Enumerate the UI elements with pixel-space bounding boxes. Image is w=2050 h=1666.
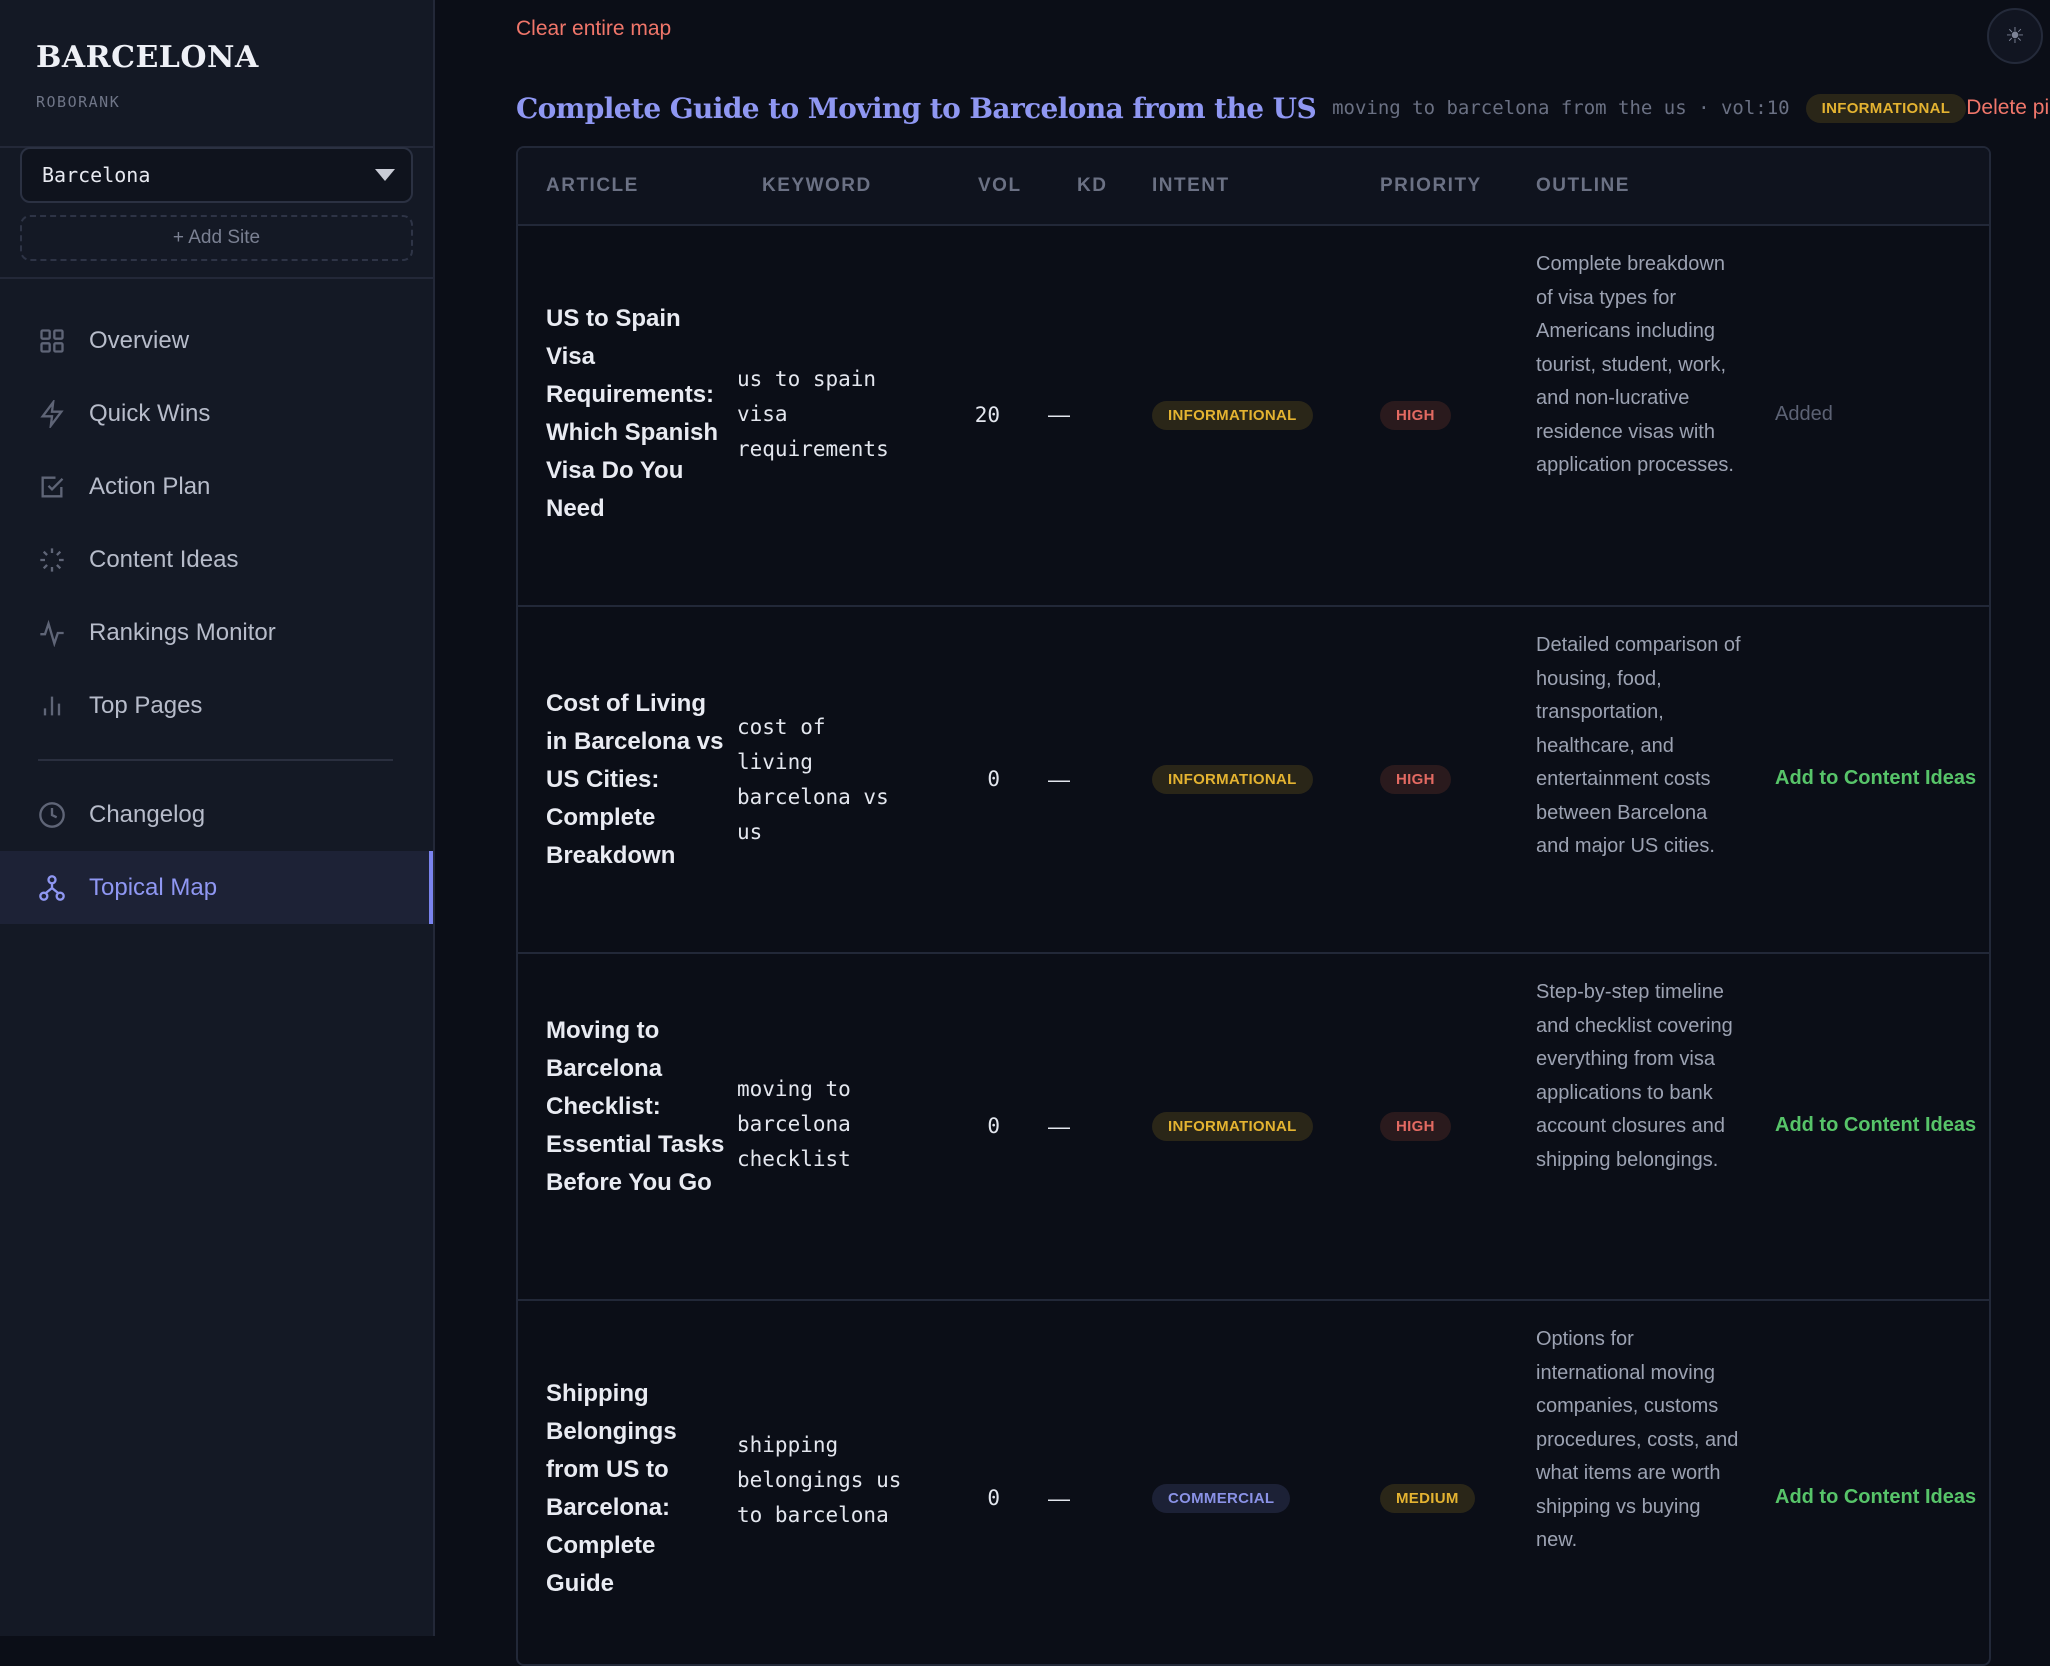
outline-text: Detailed comparison of housing, food, tr… bbox=[1536, 634, 1741, 857]
priority-cell: HIGH bbox=[1380, 401, 1451, 430]
article-title: Cost of Living in Barcelona vs US Cities… bbox=[546, 690, 724, 869]
brand: BARCELONA ROBORANK bbox=[0, 0, 433, 148]
site-select-value: Barcelona bbox=[42, 163, 151, 187]
keyword-difficulty: — bbox=[1048, 1486, 1070, 1511]
nav-divider bbox=[38, 759, 393, 761]
header-article: ARTICLE bbox=[546, 175, 639, 196]
priority-badge: HIGH bbox=[1380, 401, 1451, 430]
network-icon bbox=[38, 874, 66, 902]
header-vol: VOL bbox=[978, 175, 1022, 196]
table-row: Cost of Living in Barcelona vs US Cities… bbox=[518, 607, 1989, 954]
intent-cell: COMMERCIAL bbox=[1152, 1484, 1291, 1513]
pillar-header: Complete Guide to Moving to Barcelona fr… bbox=[516, 88, 2050, 128]
sidebar-item-content-ideas[interactable]: Content Ideas bbox=[0, 523, 433, 596]
grid-icon bbox=[38, 327, 66, 355]
sidebar-item-quick-wins[interactable]: Quick Wins bbox=[0, 377, 433, 450]
table-row: US to Spain Visa Requirements: Which Spa… bbox=[518, 226, 1989, 607]
keyword-difficulty: — bbox=[1048, 1114, 1070, 1139]
lightning-icon bbox=[38, 399, 66, 428]
brand-subtitle: ROBORANK bbox=[36, 93, 121, 111]
intent-badge: INFORMATIONAL bbox=[1152, 765, 1313, 794]
volume: 0 bbox=[987, 1486, 1000, 1510]
outline-text: Options for international moving compani… bbox=[1536, 1328, 1739, 1551]
keyword: moving to barcelona checklist bbox=[737, 1077, 851, 1171]
sidebar-item-label: Top Pages bbox=[89, 691, 203, 719]
keyword-difficulty: — bbox=[1048, 767, 1070, 792]
sidebar-item-label: Content Ideas bbox=[89, 545, 239, 573]
article-title: US to Spain Visa Requirements: Which Spa… bbox=[546, 305, 719, 522]
intent-cell: INFORMATIONAL bbox=[1152, 1112, 1313, 1141]
table-row: Moving to Barcelona Checklist: Essential… bbox=[518, 954, 1989, 1301]
header-kd: KD bbox=[1077, 175, 1108, 196]
intent-cell: INFORMATIONAL bbox=[1152, 765, 1313, 794]
add-site-button[interactable]: + Add Site bbox=[20, 215, 413, 261]
priority-badge: HIGH bbox=[1380, 1112, 1451, 1141]
added-status: Added bbox=[1775, 403, 1833, 425]
main-content: Clear entire map ☀ Complete Guide to Mov… bbox=[435, 0, 2050, 1666]
intent-badge: INFORMATIONAL bbox=[1152, 1112, 1313, 1141]
intent-cell: INFORMATIONAL bbox=[1152, 401, 1313, 430]
add-to-content-ideas-button[interactable]: Add to Content Ideas bbox=[1775, 1486, 1977, 1508]
add-to-content-ideas-button[interactable]: Add to Content Ideas bbox=[1775, 767, 1977, 789]
keyword: cost of living barcelona vs us bbox=[737, 715, 889, 844]
pillar-meta: moving to barcelona from the us · vol:10 bbox=[1332, 97, 1790, 119]
volume: 0 bbox=[987, 767, 1000, 791]
outline-text: Step-by-step timeline and checklist cove… bbox=[1536, 981, 1733, 1171]
sidebar-item-label: Action Plan bbox=[89, 472, 211, 500]
pillar-intent-badge: INFORMATIONAL bbox=[1805, 93, 1967, 123]
sidebar-item-label: Quick Wins bbox=[89, 399, 211, 427]
priority-badge: HIGH bbox=[1380, 765, 1451, 794]
pillar-title: Complete Guide to Moving to Barcelona fr… bbox=[516, 91, 1317, 125]
header-priority: PRIORITY bbox=[1380, 175, 1482, 196]
site-area: Barcelona + Add Site bbox=[0, 147, 433, 279]
volume: 0 bbox=[987, 1114, 1000, 1138]
article-title: Shipping Belongings from US to Barcelona… bbox=[546, 1380, 677, 1597]
intent-badge: INFORMATIONAL bbox=[1152, 401, 1313, 430]
sparkle-icon bbox=[38, 546, 66, 574]
sidebar-item-label: Changelog bbox=[89, 800, 206, 828]
delete-pillar-button[interactable]: Delete pillar bbox=[1966, 96, 2050, 119]
sun-icon: ☀ bbox=[2005, 23, 2025, 48]
intent-badge: COMMERCIAL bbox=[1152, 1484, 1291, 1513]
table-row: Shipping Belongings from US to Barcelona… bbox=[518, 1301, 1989, 1664]
site-select[interactable]: Barcelona bbox=[20, 147, 413, 203]
sidebar-item-label: Overview bbox=[89, 326, 190, 354]
sidebar: BARCELONA ROBORANK Barcelona + Add Site … bbox=[0, 0, 435, 1636]
sidebar-item-overview[interactable]: Overview bbox=[0, 304, 433, 377]
priority-cell: HIGH bbox=[1380, 1112, 1451, 1141]
header-keyword: KEYWORD bbox=[762, 175, 872, 196]
sidebar-item-rankings-monitor[interactable]: Rankings Monitor bbox=[0, 596, 433, 669]
sidebar-item-label: Rankings Monitor bbox=[89, 618, 276, 646]
brand-title: BARCELONA bbox=[36, 40, 259, 75]
sidebar-item-action-plan[interactable]: Action Plan bbox=[0, 450, 433, 523]
sidebar-item-top-pages[interactable]: Top Pages bbox=[0, 669, 433, 742]
priority-badge: MEDIUM bbox=[1380, 1484, 1475, 1513]
outline-text: Complete breakdown of visa types for Ame… bbox=[1536, 253, 1734, 476]
priority-cell: MEDIUM bbox=[1380, 1484, 1475, 1513]
table-header: ARTICLE KEYWORD VOL KD INTENT PRIORITY O… bbox=[518, 148, 1989, 226]
sidebar-nav: Overview Quick Wins Action Plan Content … bbox=[0, 279, 433, 924]
sidebar-item-changelog[interactable]: Changelog bbox=[0, 778, 433, 851]
keyword-difficulty: — bbox=[1048, 402, 1070, 427]
chevron-down-icon bbox=[375, 169, 395, 181]
header-outline: OUTLINE bbox=[1536, 175, 1630, 196]
sidebar-item-topical-map[interactable]: Topical Map bbox=[0, 851, 433, 924]
articles-table: ARTICLE KEYWORD VOL KD INTENT PRIORITY O… bbox=[516, 146, 1991, 1666]
pulse-icon bbox=[38, 619, 66, 647]
clock-icon bbox=[38, 801, 66, 829]
article-title: Moving to Barcelona Checklist: Essential… bbox=[546, 1017, 725, 1196]
bar-chart-icon bbox=[38, 692, 66, 720]
theme-toggle-button[interactable]: ☀ bbox=[1987, 8, 2043, 64]
checkbox-icon bbox=[38, 473, 66, 501]
volume: 20 bbox=[974, 403, 1000, 427]
add-to-content-ideas-button[interactable]: Add to Content Ideas bbox=[1775, 1114, 1977, 1136]
clear-map-button[interactable]: Clear entire map bbox=[516, 17, 672, 40]
priority-cell: HIGH bbox=[1380, 765, 1451, 794]
keyword: us to spain visa requirements bbox=[737, 367, 889, 461]
header-intent: INTENT bbox=[1152, 175, 1230, 196]
sidebar-item-label: Topical Map bbox=[89, 873, 218, 901]
keyword: shipping belongings us to barcelona bbox=[737, 1433, 902, 1527]
